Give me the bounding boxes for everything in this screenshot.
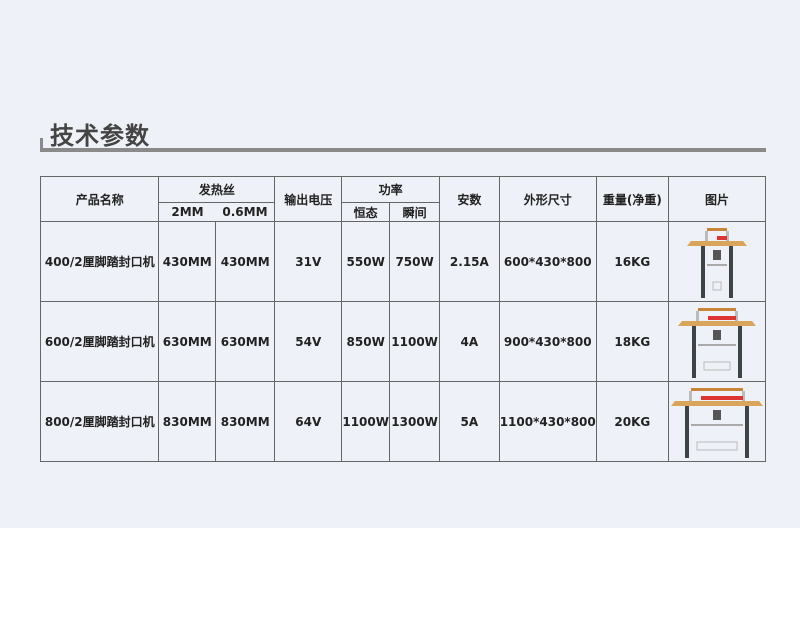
sealer-machine-icon: [677, 307, 756, 378]
machine-image: [667, 301, 767, 382]
cell-name: 800/2厘脚踏封口机: [39, 381, 160, 462]
header-voltage: 输出电压: [274, 176, 343, 222]
cell-current: 5A: [439, 381, 500, 462]
cell-steady: 850W: [341, 301, 391, 382]
machine-image: [667, 221, 767, 302]
page-title: 技术参数: [50, 122, 150, 150]
machine-image: [667, 381, 767, 462]
cell-weight: 16KG: [595, 221, 669, 302]
header-power-instant: 瞬间: [389, 202, 441, 222]
header-size: 外形尺寸: [498, 176, 597, 222]
header-wire-2mm: 2MM: [158, 202, 216, 222]
cell-w2: 430MM: [158, 221, 217, 302]
cell-name: 400/2厘脚踏封口机: [39, 221, 160, 302]
header-power: 功率: [341, 176, 441, 203]
cell-steady: 550W: [341, 221, 391, 302]
cell-instant: 1100W: [389, 301, 441, 382]
title-divider: [40, 138, 43, 152]
cell-w2: 630MM: [158, 301, 217, 382]
cell-current: 4A: [439, 301, 500, 382]
cell-weight: 20KG: [595, 381, 669, 462]
cell-voltage: 64V: [274, 381, 343, 462]
cell-size: 600*430*800: [498, 221, 597, 302]
cell-instant: 750W: [389, 221, 441, 302]
cell-current: 2.15A: [439, 221, 500, 302]
header-current: 安数: [439, 176, 500, 222]
cell-w06: 430MM: [215, 221, 276, 302]
table-row: 800/2厘脚踏封口机 830MM 830MM 64V 1100W 1300W 5A 1100…: [39, 381, 767, 462]
title-underline: [40, 148, 766, 152]
header-image: 图片: [667, 176, 767, 222]
cell-voltage: 54V: [274, 301, 343, 382]
cell-w06: 830MM: [215, 381, 276, 462]
sealer-machine-icon: [670, 387, 763, 458]
table-row: 600/2厘脚踏封口机 630MM 630MM 54V 850W 1100W 4A 900*4…: [39, 301, 767, 382]
spec-table: 产品名称 发热丝 输出电压 功率 安数 外形尺寸 重量(净重) 图片 2MM 0…: [39, 176, 767, 462]
header-power-steady: 恒态: [341, 202, 391, 222]
sealer-machine-icon: [686, 227, 747, 298]
cell-size: 1100*430*800: [498, 381, 597, 462]
cell-voltage: 31V: [274, 221, 343, 302]
cell-instant: 1300W: [389, 381, 441, 462]
table-row: 400/2厘脚踏封口机 430MM 430MM 31V 550W 750W 2.15A 600…: [39, 221, 767, 302]
cell-size: 900*430*800: [498, 301, 597, 382]
header-wire: 发热丝: [158, 176, 276, 203]
header-wire-06mm: 0.6MM: [215, 202, 276, 222]
header-weight: 重量(净重): [595, 176, 669, 222]
cell-weight: 18KG: [595, 301, 669, 382]
cell-name: 600/2厘脚踏封口机: [39, 301, 160, 382]
cell-w2: 830MM: [158, 381, 217, 462]
cell-w06: 630MM: [215, 301, 276, 382]
cell-steady: 1100W: [341, 381, 391, 462]
header-name: 产品名称: [39, 176, 160, 222]
